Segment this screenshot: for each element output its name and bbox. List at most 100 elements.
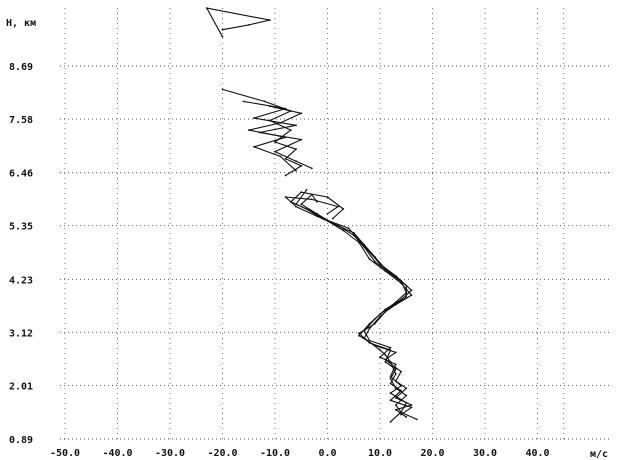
data-point xyxy=(384,270,387,272)
data-point xyxy=(284,174,287,177)
data-point xyxy=(279,155,282,158)
data-point xyxy=(363,246,366,249)
data-point xyxy=(405,284,408,287)
data-point xyxy=(389,382,392,385)
data-point xyxy=(400,411,402,414)
data-point xyxy=(400,282,402,284)
data-point xyxy=(310,167,313,170)
data-point xyxy=(221,35,224,38)
data-point xyxy=(300,203,303,206)
data-point xyxy=(268,105,271,108)
data-point xyxy=(253,117,255,119)
data-point xyxy=(316,215,318,218)
data-point xyxy=(295,205,297,208)
data-point xyxy=(384,310,387,313)
series-line-2 xyxy=(290,191,418,420)
data-point xyxy=(295,203,297,206)
data-point xyxy=(253,145,255,148)
x-tick-label: -30.0 xyxy=(155,448,185,459)
data-point xyxy=(295,124,297,127)
data-point xyxy=(394,303,397,306)
data-point xyxy=(394,368,397,371)
data-point xyxy=(205,7,208,9)
x-axis-title: м/с xyxy=(590,449,608,460)
data-point xyxy=(394,363,397,366)
data-point xyxy=(295,160,297,163)
data-point xyxy=(300,138,303,141)
data-point xyxy=(331,217,334,220)
x-tick-label: 30.0 xyxy=(473,448,497,459)
data-point xyxy=(284,107,287,110)
data-point xyxy=(389,420,392,423)
data-point xyxy=(358,332,360,335)
data-point xyxy=(337,205,339,208)
series-line-6 xyxy=(243,100,313,169)
grid xyxy=(60,8,612,440)
data-point xyxy=(358,334,360,337)
data-point xyxy=(394,404,397,406)
data-point xyxy=(284,196,287,198)
data-point xyxy=(379,263,381,265)
data-point xyxy=(300,112,303,115)
data-point xyxy=(305,189,308,191)
data-point xyxy=(358,241,360,244)
series-line-7 xyxy=(248,105,302,172)
data-point xyxy=(405,394,408,397)
data-point xyxy=(389,272,392,275)
series-line-3 xyxy=(284,196,413,416)
data-point xyxy=(410,294,413,296)
data-point xyxy=(326,212,329,215)
data-point xyxy=(405,401,408,404)
data-point xyxy=(400,385,402,387)
data-point xyxy=(342,208,345,210)
y-tick-label: 0.89 xyxy=(9,435,33,446)
data-point xyxy=(310,198,313,201)
data-point xyxy=(326,196,329,198)
data-point xyxy=(337,224,339,227)
data-point xyxy=(295,169,297,172)
y-axis-title: H, км xyxy=(6,18,36,29)
data-point xyxy=(379,349,381,351)
data-point xyxy=(410,406,413,409)
data-point xyxy=(289,129,292,132)
data-point xyxy=(268,19,271,21)
data-point xyxy=(247,24,250,26)
data-point xyxy=(284,157,287,160)
data-point xyxy=(368,327,371,330)
data-point xyxy=(389,349,392,351)
y-tick-label: 7.58 xyxy=(9,115,33,126)
data-point xyxy=(368,251,371,253)
x-tick-labels: -50.0 -40.0 -30.0 -20.0 -10.0 0.0 10.0 20.0 30.0… xyxy=(50,448,550,459)
data-point xyxy=(384,361,387,363)
data-point xyxy=(394,408,397,411)
y-tick-label: 2.01 xyxy=(9,381,33,392)
data-point xyxy=(221,88,224,91)
data-point xyxy=(247,129,250,132)
y-tick-label: 3.12 xyxy=(9,328,33,339)
series-line-4 xyxy=(295,189,413,423)
data-point xyxy=(310,210,313,213)
data-point xyxy=(373,260,376,263)
x-tick-label: 0.0 xyxy=(318,448,336,459)
data-point xyxy=(242,100,245,103)
data-point xyxy=(389,346,392,349)
y-tick-label: 8.69 xyxy=(9,62,33,73)
data-point xyxy=(405,416,408,418)
x-tick-label: -50.0 xyxy=(50,448,80,459)
data-point xyxy=(295,148,297,151)
data-point xyxy=(394,397,397,399)
data-point xyxy=(326,220,329,222)
data-point xyxy=(410,289,413,292)
data-point xyxy=(394,351,397,354)
series-line-8 xyxy=(206,7,271,38)
x-tick-label: 40.0 xyxy=(525,448,549,459)
data-point xyxy=(415,418,418,421)
data-point xyxy=(274,141,276,143)
data-point xyxy=(384,353,387,356)
data-point xyxy=(394,373,397,375)
data-point xyxy=(221,28,224,31)
x-tick-label: -10.0 xyxy=(260,448,290,459)
y-tick-label: 4.23 xyxy=(9,275,33,286)
data-point xyxy=(279,122,282,124)
data-point xyxy=(342,229,345,232)
